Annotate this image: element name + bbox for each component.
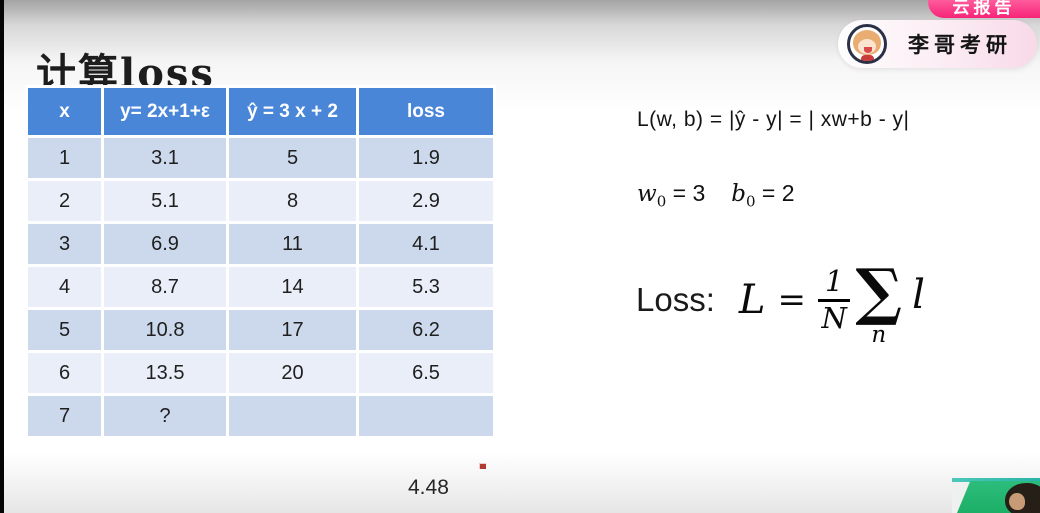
loss-formula-label: Loss:: [636, 281, 715, 318]
cell-x: 1: [25, 135, 104, 181]
cell-y: 13.5: [101, 350, 229, 396]
cell-x: 4: [25, 264, 104, 310]
cell-yhat: 11: [226, 221, 359, 267]
presenter-face: [1009, 493, 1025, 510]
param-b-symbol: b: [731, 181, 746, 207]
column-header-y: y= 2x+1+ε: [101, 85, 229, 138]
cell-y: 5.1: [101, 178, 229, 224]
cell-yhat: 5: [226, 135, 359, 181]
initial-parameters-line: w0 = 3 b0 = 2: [637, 180, 795, 211]
cell-loss: [356, 393, 496, 439]
cell-x: 7: [25, 393, 104, 439]
channel-name: 李哥考研: [908, 32, 1012, 57]
fraction-numerator: 1: [817, 264, 851, 302]
loss-data-table: x y= 2x+1+ε ŷ = 3 x + 2 loss 1 3.1 5 1.9…: [25, 85, 496, 439]
param-b-subscript: 0: [745, 192, 756, 211]
cell-y: 8.7: [101, 264, 229, 310]
cell-x: 3: [25, 221, 104, 267]
cell-loss: 2.9: [356, 178, 496, 224]
cell-yhat: 17: [226, 307, 359, 353]
sigma-subscript: n: [871, 322, 887, 349]
column-header-loss: loss: [356, 85, 496, 138]
cell-y: 10.8: [101, 307, 229, 353]
table-row: 2 5.1 8 2.9: [25, 178, 496, 224]
param-w-subscript: 0: [656, 192, 667, 211]
loss-formula-lhs: L: [738, 277, 766, 323]
param-w-value: 3: [692, 180, 706, 206]
channel-avatar: [847, 24, 887, 64]
column-header-yhat: ŷ = 3 x + 2: [226, 85, 359, 138]
table-header-row: x y= 2x+1+ε ŷ = 3 x + 2 loss: [25, 85, 496, 138]
cell-loss: 6.2: [356, 307, 496, 353]
param-w-equals: =: [672, 180, 687, 206]
cloud-report-button-label: 云报告: [952, 0, 1016, 17]
broken-image-artifact-icon: [479, 463, 486, 469]
cell-loss: 4.1: [356, 221, 496, 267]
cell-yhat: 14: [226, 264, 359, 310]
table-row: 7 ?: [25, 393, 496, 439]
param-b-value: 2: [781, 180, 795, 206]
loss-formula-equals: =: [777, 280, 806, 320]
mean-loss-value: 4.48: [408, 476, 449, 499]
cell-yhat: 20: [226, 350, 359, 396]
param-b-equals: =: [761, 180, 776, 206]
cell-y: 3.1: [101, 135, 229, 181]
table-row: 3 6.9 11 4.1: [25, 221, 496, 267]
cell-x: 2: [25, 178, 104, 224]
cell-loss: 5.3: [356, 264, 496, 310]
table-row: 4 8.7 14 5.3: [25, 264, 496, 310]
channel-badge[interactable]: 李哥考研: [838, 20, 1037, 68]
param-w-symbol: w: [637, 181, 657, 207]
fraction-one-over-N: 1 N: [817, 264, 851, 336]
cell-x: 5: [25, 307, 104, 353]
summation-symbol-group: ∑ n: [855, 254, 903, 349]
avatar-mouth: [864, 47, 872, 53]
presenter-webcam-overlay: [952, 478, 1040, 513]
cell-loss: 6.5: [356, 350, 496, 396]
cell-loss: 1.9: [356, 135, 496, 181]
average-loss-formula: Loss: L = 1 N ∑ n l: [636, 250, 925, 350]
loss-formula-term: l: [912, 272, 925, 318]
cell-y: ?: [101, 393, 229, 439]
cell-x: 6: [25, 350, 104, 396]
loss-definition-formula: L(w, b) = |ŷ - y| = | xw+b - y|: [637, 108, 910, 131]
sigma-icon: ∑: [855, 254, 903, 328]
table-row: 1 3.1 5 1.9: [25, 135, 496, 181]
column-header-x: x: [25, 85, 104, 138]
screen-left-edge-bar: [0, 0, 4, 513]
webcam-top-strip: [952, 478, 1040, 482]
cloud-report-button[interactable]: 云报告: [928, 0, 1040, 18]
table-row: 6 13.5 20 6.5: [25, 350, 496, 396]
avatar-clothes: [861, 55, 874, 61]
cell-yhat: 8: [226, 178, 359, 224]
table-row: 5 10.8 17 6.2: [25, 307, 496, 353]
cell-y: 6.9: [101, 221, 229, 267]
fraction-denominator: N: [821, 301, 847, 335]
cell-yhat: [226, 393, 359, 439]
